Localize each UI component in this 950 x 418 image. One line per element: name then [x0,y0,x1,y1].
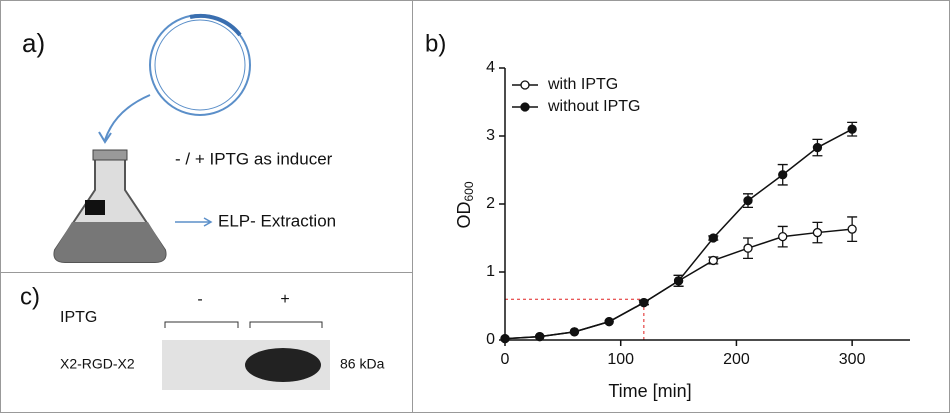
y-axis-title-sub: 600 [462,181,476,201]
flask-medium [54,222,166,262]
arrow [104,94,151,141]
annotation: - / + IPTG as inducer [175,149,333,168]
data-point [500,333,510,344]
legend-marker [520,102,530,112]
data-point [847,224,857,234]
x-tick-label: 300 [839,351,866,368]
arrow-head [203,217,213,227]
panel-label: a) [22,28,45,58]
legend-label: without IPTG [547,98,640,115]
lane-label: - [197,291,202,308]
data-point [812,142,823,153]
x-tick-label: 200 [723,351,750,368]
data-point [673,276,684,286]
data-point [778,231,788,242]
data-point [743,243,753,253]
elp-gene [189,13,242,37]
data-point [569,327,580,337]
data-point [708,255,718,266]
plasmid-inner [154,19,246,111]
flask-cap [92,149,128,161]
annotation: ELP- Extraction [218,211,336,230]
lane-bracket [164,321,323,328]
x-tick-label: 0 [501,351,510,368]
y-tick-label: 1 [486,263,495,280]
legend-marker [520,80,530,90]
y-tick-label: 0 [486,331,495,348]
y-tick-label: 2 [486,195,495,212]
panel-label: c) [20,283,40,310]
gel-band [245,348,321,382]
y-tick-label: 4 [486,59,495,76]
y-axis-title-main: OD [454,202,474,229]
y-axis-title-text: OD600 [454,181,476,228]
row-label: IPTG [60,309,97,326]
data-point [708,233,718,243]
lane-label: + [280,291,289,308]
data-point [604,316,614,327]
x-axis-title: Time [min] [608,381,691,401]
data-point [812,227,823,238]
protein-label: X2-RGD-X2 [60,356,135,372]
panel-label: b) [425,30,446,57]
legend-label: with IPTG [547,76,618,93]
x-tick-label: 100 [607,351,634,368]
data-point [535,331,545,342]
panel-a-frame [0,0,413,273]
size-label: 86 kDa [340,356,385,372]
data-point [639,297,649,308]
data-point [847,124,857,134]
y-tick-label: 3 [486,127,495,144]
data-point [778,170,788,180]
y-axis-title: OD600 [454,181,476,228]
flask-label [85,200,105,215]
arrow-head [98,131,112,144]
data-point [743,195,753,206]
